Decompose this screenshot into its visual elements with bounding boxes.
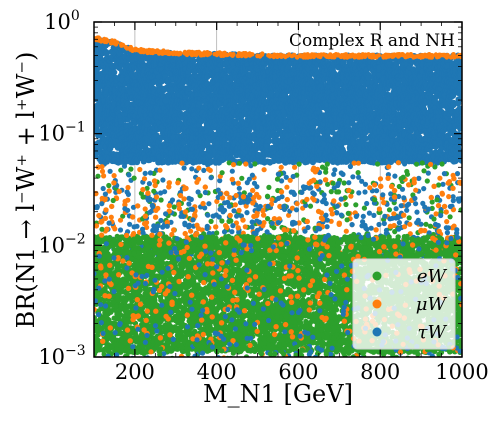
data-point — [103, 50, 110, 57]
data-point — [190, 57, 197, 65]
data-point — [111, 69, 118, 76]
